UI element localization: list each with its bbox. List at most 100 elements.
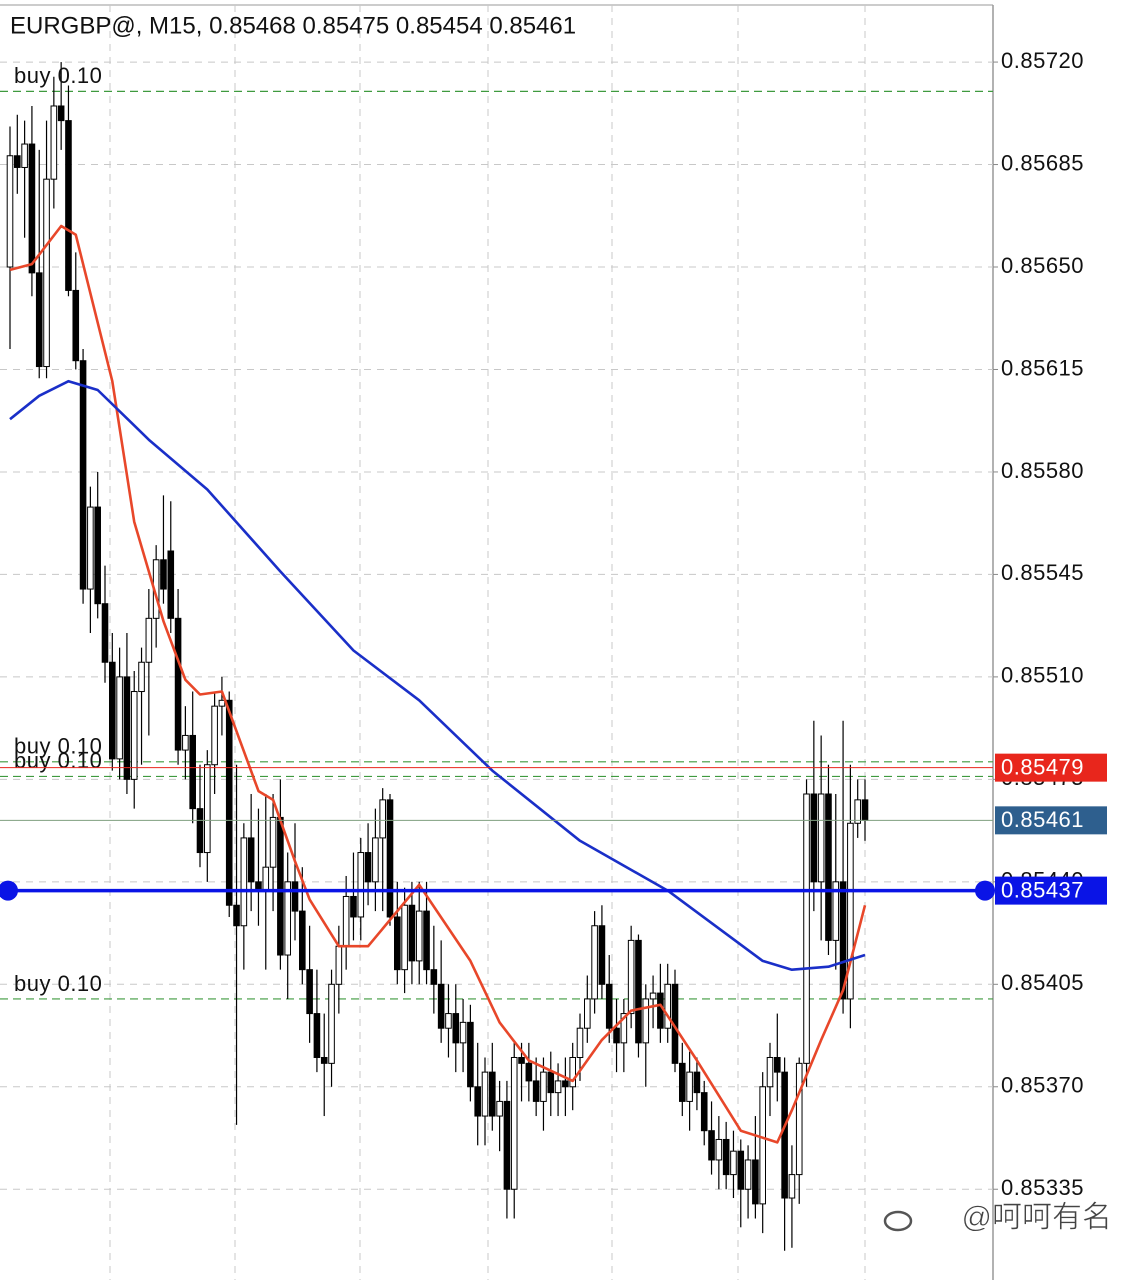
y-tick-label: 0.85720 (1001, 48, 1084, 73)
candle-body (722, 1138, 730, 1176)
candle-body (598, 925, 606, 985)
candle-body (350, 895, 357, 918)
candle-body (79, 360, 87, 590)
y-tick-label: 0.85615 (1001, 355, 1084, 380)
candle-body (496, 1100, 503, 1117)
candle-body (277, 816, 284, 956)
candle-body (211, 705, 218, 766)
candle-body (313, 1013, 321, 1058)
moving-average (9, 224, 867, 1144)
candle-body (394, 916, 401, 971)
candle-body (832, 881, 840, 941)
y-tick-label: 0.85370 (1001, 1073, 1084, 1098)
candle-body (744, 1159, 752, 1190)
candle-body (116, 676, 123, 760)
candle-body (445, 1013, 452, 1029)
candle-body (423, 910, 430, 971)
candle-body (386, 799, 394, 918)
candle-body (737, 1150, 745, 1190)
candle-body (686, 1071, 693, 1102)
candle-body (781, 1071, 788, 1199)
candle-body (584, 998, 591, 1029)
candle-body (328, 983, 335, 1064)
candle-body (196, 808, 204, 854)
candle-body (35, 272, 43, 368)
candle-body (320, 1056, 328, 1064)
moving-average (9, 379, 866, 971)
candle-body (109, 661, 116, 760)
candle-body (335, 945, 343, 985)
price-marker-label: 0.85437 (1001, 877, 1084, 902)
candle-body (605, 983, 613, 1029)
candle-body (474, 1086, 481, 1117)
candle-body (591, 925, 598, 1000)
candle-body (130, 691, 138, 780)
candle-body (459, 1021, 467, 1044)
price-marker (995, 753, 1107, 782)
candle-body (372, 837, 379, 883)
candle-body (861, 799, 869, 821)
candle-body (715, 1138, 723, 1161)
order-label: buy 0.10 (14, 63, 102, 88)
candle-body (759, 1086, 766, 1205)
candle-body (700, 1092, 708, 1132)
price-marker-label: 0.85461 (1001, 807, 1084, 832)
y-tick-label: 0.85545 (1001, 560, 1084, 585)
candle-body (825, 793, 832, 941)
candle-body (752, 1159, 759, 1205)
y-tick-label: 0.85405 (1001, 970, 1084, 995)
candle-body (664, 983, 671, 1029)
candle-body (247, 837, 255, 883)
candle-body (562, 1080, 569, 1088)
candle-body (452, 1013, 460, 1044)
candle-body (357, 852, 365, 918)
candle-body (65, 120, 72, 291)
candle-body (306, 969, 313, 1015)
candle-body (240, 837, 248, 927)
candle-body (101, 603, 109, 663)
candle-body (342, 895, 350, 947)
candle-body (708, 1130, 715, 1161)
price-marker (995, 876, 1107, 905)
candle-body (569, 1056, 576, 1088)
candle-body (642, 998, 650, 1044)
candle-body (364, 852, 372, 883)
candle-body (401, 904, 408, 971)
price-marker (995, 806, 1107, 835)
candle-body (766, 1056, 774, 1088)
price-line-handle (0, 880, 18, 901)
candle-body (657, 992, 664, 1029)
candle-body (810, 793, 818, 883)
candle-body (14, 155, 21, 168)
candle-body (43, 178, 50, 368)
candle-body (803, 793, 810, 1064)
candle-body (430, 969, 438, 985)
candle-body (284, 881, 291, 956)
candle-body (138, 661, 145, 693)
watermark-icon-shape (883, 1210, 913, 1232)
candle-body (554, 1080, 562, 1094)
candle-body (635, 939, 642, 1044)
candle-body (854, 799, 861, 824)
candle-body (817, 793, 825, 883)
candle-body (269, 816, 277, 868)
candle-body (167, 550, 175, 619)
candle-body (532, 1080, 540, 1102)
candle-body (299, 910, 306, 971)
order-label: buy 0.10 (14, 971, 102, 996)
plot (6, 62, 869, 1251)
candle-body (788, 1174, 796, 1199)
price-line-handle (975, 880, 995, 901)
candle-body (225, 699, 233, 906)
candle-body (160, 559, 167, 590)
candle-body (291, 881, 299, 912)
order-label: buy 0.10 (14, 734, 102, 759)
candle-body (839, 881, 847, 1000)
candle-body (518, 1056, 525, 1064)
order-label: buy 0.10 (14, 748, 102, 773)
watermark-icon (883, 1210, 913, 1232)
